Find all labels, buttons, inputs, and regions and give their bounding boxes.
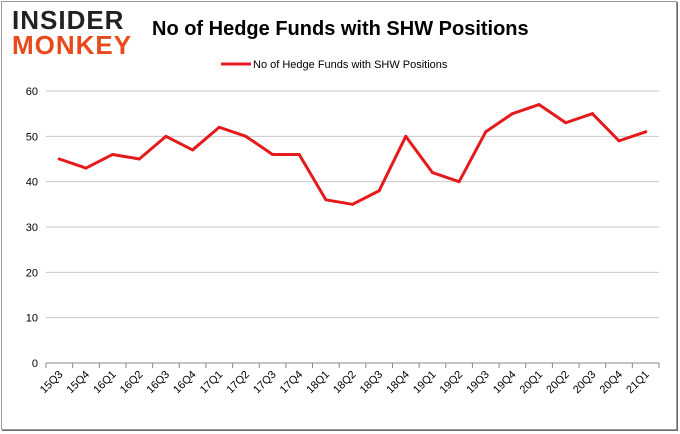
x-tick-label: 17Q4 <box>278 369 306 397</box>
x-tick-label: 18Q1 <box>304 369 332 397</box>
y-tick-label: 50 <box>26 131 38 143</box>
legend: No of Hedge Funds with SHW Positions <box>221 59 448 71</box>
x-tick-label: 17Q2 <box>224 369 252 397</box>
x-tick-label: 15Q3 <box>38 369 66 397</box>
x-tick-label: 17Q1 <box>198 369 226 397</box>
series-line <box>57 103 648 206</box>
x-tick-label: 16Q4 <box>171 369 199 397</box>
x-axis-tick-labels: 15Q3 15Q4 16Q1 16Q2 16Q3 16Q4 17Q1 17Q2 17Q3 17Q4… <box>38 369 652 397</box>
data-point <box>57 157 61 161</box>
insider-monkey-logo: INSIDER MONKEY <box>12 5 133 60</box>
x-tick-label: 16Q3 <box>145 369 173 397</box>
x-tick-label: 18Q4 <box>384 369 412 397</box>
x-tick-label: 19Q3 <box>464 369 492 397</box>
x-tick-label: 21Q1 <box>624 369 652 397</box>
data-point <box>217 125 221 129</box>
gridlines <box>45 90 660 368</box>
x-tick-label: 20Q1 <box>518 369 546 397</box>
data-point <box>430 171 434 175</box>
x-tick-label: 17Q3 <box>251 369 279 397</box>
data-point <box>377 189 381 193</box>
data-point <box>510 112 514 116</box>
x-tick-label: 18Q2 <box>331 369 359 397</box>
x-tick-label: 16Q2 <box>118 369 146 397</box>
data-point <box>617 139 621 143</box>
data-point <box>404 134 408 138</box>
data-point <box>271 152 275 156</box>
data-point <box>324 198 328 202</box>
y-tick-label: 20 <box>26 267 38 279</box>
y-tick-label: 0 <box>32 358 38 370</box>
x-tick-label: 19Q2 <box>438 369 466 397</box>
data-point <box>84 166 88 170</box>
data-point <box>164 134 168 138</box>
y-axis-tick-labels: 0 10 20 30 40 50 60 <box>26 86 38 370</box>
data-point <box>457 180 461 184</box>
data-point <box>537 103 541 107</box>
x-tick-label: 19Q1 <box>411 369 439 397</box>
data-point <box>590 112 594 116</box>
x-tick-label: 20Q4 <box>598 369 626 397</box>
series-layer <box>57 103 648 206</box>
y-tick-label: 30 <box>26 222 38 234</box>
data-point <box>111 152 115 156</box>
data-point <box>191 148 195 152</box>
chart-title: No of Hedge Funds with SHW Positions <box>152 18 529 40</box>
data-point <box>564 121 568 125</box>
data-point <box>644 130 648 134</box>
x-tick-label: 16Q1 <box>91 369 119 397</box>
x-tick-label: 20Q2 <box>544 369 572 397</box>
y-tick-label: 40 <box>26 177 38 189</box>
logo-line-1: INSIDER <box>12 5 125 35</box>
data-point <box>351 202 354 206</box>
x-tick-label: 18Q3 <box>358 369 386 397</box>
x-tick-label: 19Q4 <box>491 369 519 397</box>
y-tick-label: 60 <box>26 86 38 98</box>
x-tick-label: 20Q3 <box>571 369 599 397</box>
logo-line-2: MONKEY <box>12 30 133 60</box>
data-point <box>137 157 141 161</box>
legend-label: No of Hedge Funds with SHW Positions <box>253 59 448 71</box>
data-point <box>244 134 248 138</box>
data-point <box>297 152 301 156</box>
data-point <box>484 130 488 134</box>
y-tick-label: 10 <box>26 313 38 325</box>
x-tick-label: 15Q4 <box>65 369 93 397</box>
